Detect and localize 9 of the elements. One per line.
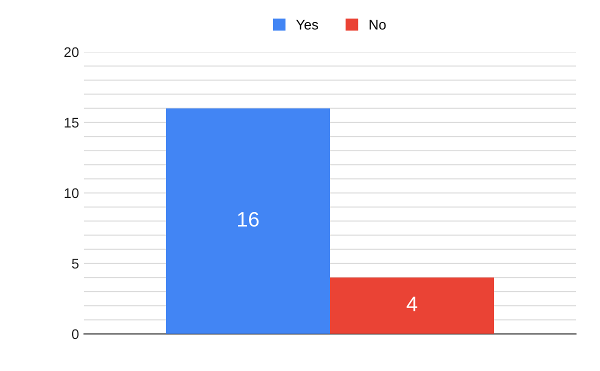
y-tick-label: 15: [64, 118, 79, 128]
legend-label: Yes: [296, 20, 318, 30]
data-label: 16: [238, 212, 259, 227]
y-tick-label: 20: [64, 47, 79, 58]
y-tick-label: 10: [64, 188, 79, 198]
legend-label: No: [370, 20, 386, 30]
y-tick-label: 0: [72, 329, 79, 340]
data-label: 4: [406, 296, 418, 312]
y-tick-label: 5: [72, 258, 79, 269]
